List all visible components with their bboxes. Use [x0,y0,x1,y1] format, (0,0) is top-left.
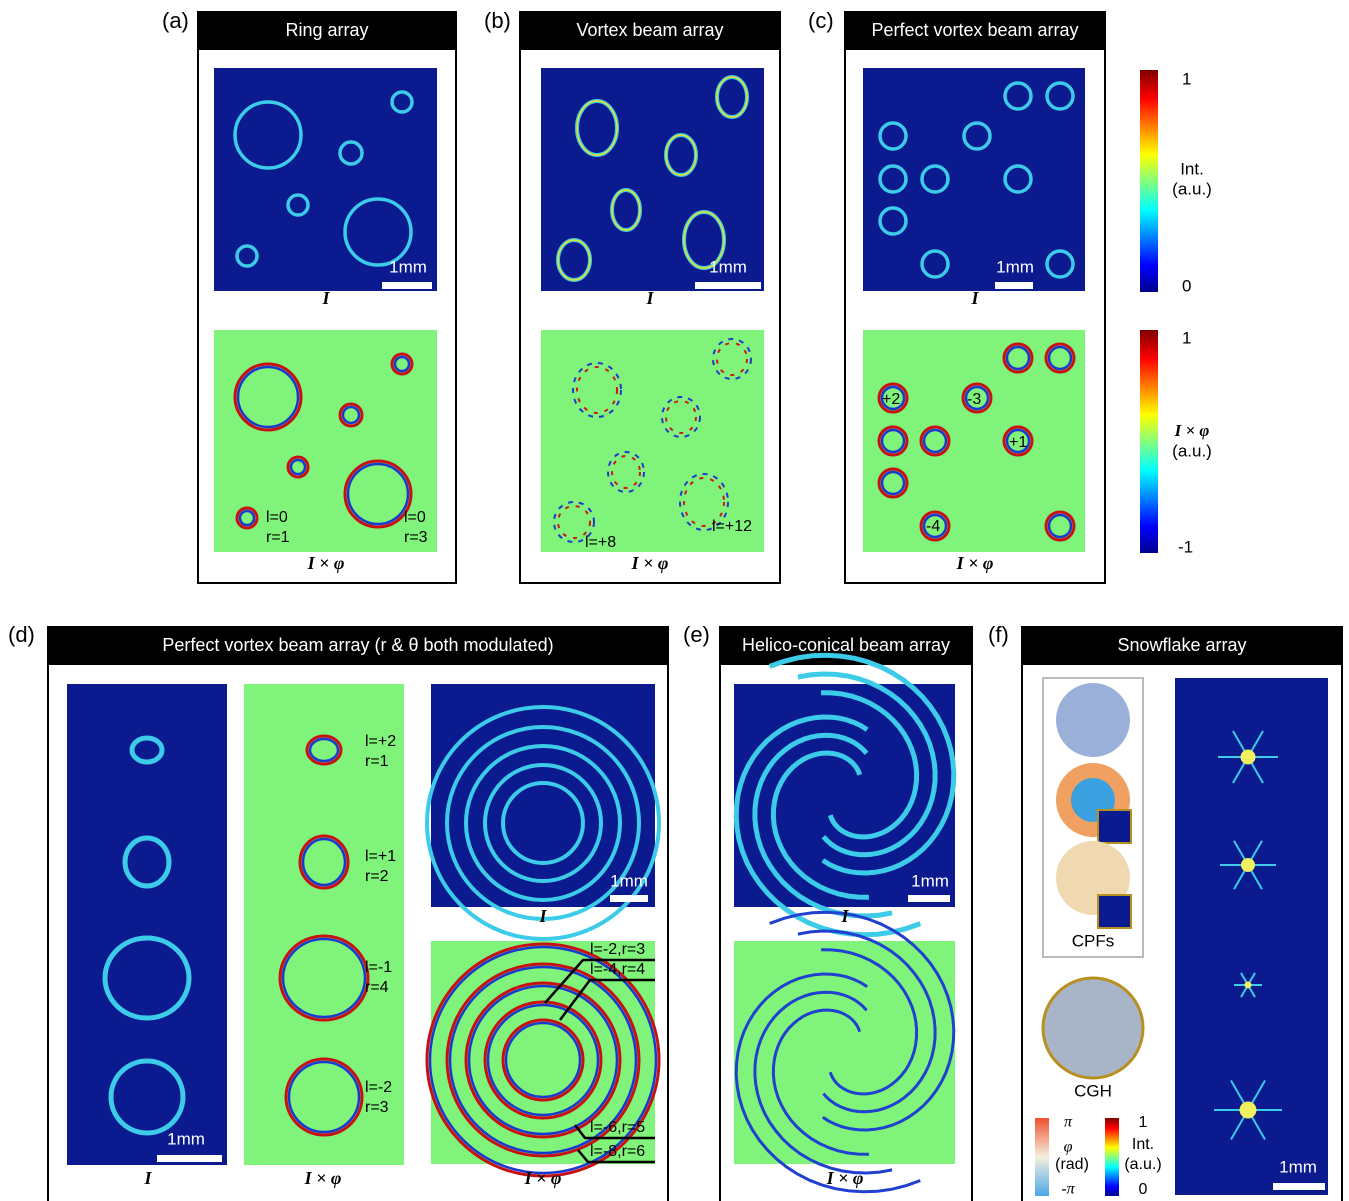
caption: I × φ [956,553,994,573]
label: r=2 [365,868,389,885]
scale-bar [610,895,648,902]
colorbar-unit: (a.u.) [1124,1156,1161,1173]
colorbar-label: Int. [1180,159,1204,178]
colorbar-min: 0 [1182,276,1191,295]
label: l=-6,r=5 [590,1119,645,1136]
label: r=1 [365,753,389,770]
scale-bar [695,282,761,289]
image-background [863,68,1085,291]
colorbar-unit: (rad) [1055,1156,1089,1173]
caption: I × φ [524,1168,562,1188]
scale-bar [157,1155,222,1162]
colorbar-max: 1 [1182,328,1191,347]
label: l=-4,r=4 [590,961,645,978]
colorbar-label: φ [1064,1139,1073,1156]
label: l=-1 [365,959,392,976]
label: r=3 [404,529,428,546]
colorbar [1105,1118,1119,1196]
label: l=-2 [365,1079,392,1096]
label: -3 [967,391,981,408]
label: l=+2 [365,733,396,750]
caption: I [970,288,979,308]
colorbar-unit: (a.u.) [1172,179,1212,198]
label: l=+8 [585,534,616,551]
caption: I [321,288,330,308]
caption: I [143,1168,152,1188]
caption: I × φ [307,553,345,573]
label: r=4 [365,979,389,996]
colorbar-min: -π [1061,1181,1075,1198]
panel-title: Helico-conical beam array [742,635,950,655]
image-background [67,684,227,1165]
panel-letter: (b) [484,8,511,33]
panel-title: Snowflake array [1117,635,1246,655]
scale-bar [1273,1183,1325,1190]
scale-bar [995,282,1033,289]
colorbar [1140,330,1158,553]
cpf-label: CPFs [1072,931,1115,950]
label: +1 [1009,434,1027,451]
caption: I [840,906,849,926]
caption: I [645,288,654,308]
panel-letter: (e) [683,622,710,647]
cgh [1043,978,1143,1078]
colorbar-min: 0 [1139,1181,1148,1198]
label: +2 [882,391,900,408]
scale-label: 1mm [996,257,1034,276]
cgh-label: CGH [1074,1081,1112,1100]
cpf-inset [1098,895,1131,928]
scale-label: 1mm [610,871,648,890]
scale-label: 1mm [1279,1157,1317,1176]
panel-letter: (a) [162,8,189,33]
label: l=0 [404,509,426,526]
label: l=+12 [712,518,752,535]
panel-letter: (c) [808,8,834,33]
scale-label: 1mm [911,871,949,890]
colorbar-min: -1 [1178,537,1193,556]
label: r=1 [266,529,290,546]
cpf-inset [1098,810,1131,843]
label: l=-8,r=6 [590,1143,645,1160]
colorbar-label: Int. [1132,1136,1154,1153]
label: -4 [926,518,940,535]
panel-letter: (f) [988,622,1009,647]
caption: I × φ [826,1168,864,1188]
panel-letter: (d) [8,622,35,647]
colorbar-max: 1 [1182,69,1191,88]
colorbar-max: π [1064,1114,1073,1131]
colorbar [1140,70,1158,292]
scale-label: 1mm [167,1129,205,1148]
colorbar-label: I × φ [1174,421,1210,440]
snowflake-core [1245,982,1252,989]
image-background [734,941,955,1164]
figure: (a) Ring array 1mm I I × φ l=0 r=1 l=0 r… [0,0,1349,1201]
label: l=0 [266,509,288,526]
caption: I × φ [631,553,669,573]
panel-title: Ring array [285,20,368,40]
scale-bar [908,895,950,902]
caption: I [538,906,547,926]
snowflake-core [1241,858,1255,872]
label: l=-2,r=3 [590,941,645,958]
panel-title: Perfect vortex beam array (r & θ both mo… [162,635,553,655]
colorbar-unit: (a.u.) [1172,441,1212,460]
snowflake-core [1241,750,1256,765]
scale-label: 1mm [389,257,427,276]
panel-title: Perfect vortex beam array [871,20,1078,40]
colorbar [1035,1118,1049,1196]
cpf-grating [1056,683,1130,757]
panel-title: Vortex beam array [576,20,723,40]
scale-label: 1mm [709,257,747,276]
snowflake-core [1240,1102,1257,1119]
colorbar-max: 1 [1139,1114,1148,1131]
caption: I × φ [304,1168,342,1188]
label: r=3 [365,1099,389,1116]
scale-bar [382,282,432,289]
label: l=+1 [365,848,396,865]
